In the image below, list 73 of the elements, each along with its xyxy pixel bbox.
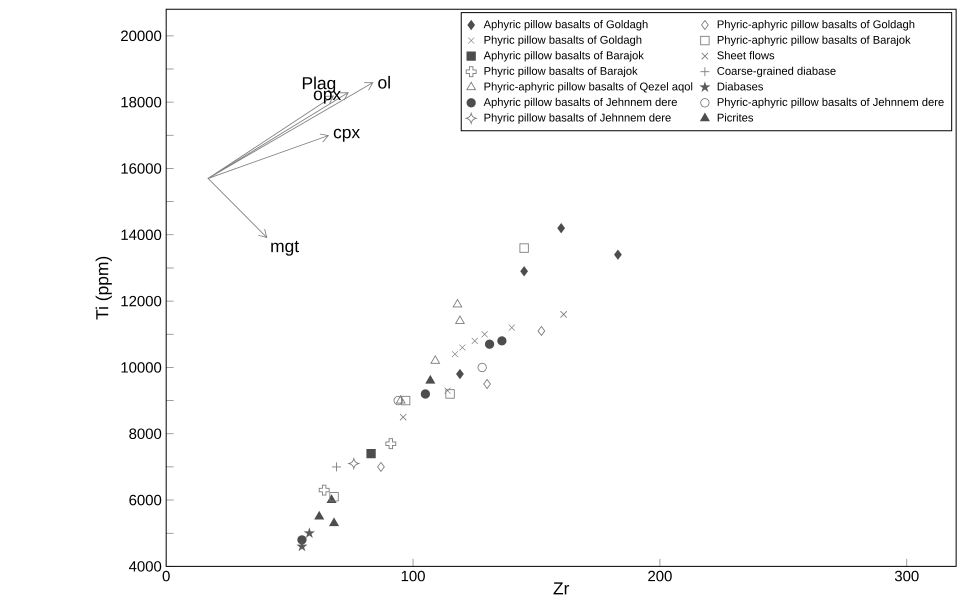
x-tick-label: 300 <box>894 570 919 582</box>
annotation: Plag <box>302 76 336 93</box>
point <box>459 344 466 351</box>
point <box>520 266 528 276</box>
point <box>452 298 462 308</box>
point <box>430 355 440 364</box>
legend-label: Aphyric pillow basalts of Jehnnem dere <box>484 98 677 108</box>
point <box>385 438 396 450</box>
point <box>560 310 568 318</box>
annotation: opx <box>314 90 341 104</box>
point <box>444 387 451 394</box>
annotation: ol <box>378 76 390 89</box>
point <box>314 511 324 520</box>
point <box>557 223 565 233</box>
point <box>304 528 314 538</box>
point <box>483 379 491 389</box>
y-tick-label: 18000 <box>121 96 162 108</box>
annotation: mgt <box>271 240 299 256</box>
y-tick-label: 8000 <box>129 428 162 439</box>
legend-label: Aphyric pillow basalts of Barajok <box>484 51 644 62</box>
point <box>297 541 307 550</box>
point <box>420 389 430 399</box>
point <box>377 462 385 472</box>
point <box>394 396 403 406</box>
legend-label: Phyric pillow basalts of Barajok <box>484 66 638 78</box>
x-tick-label: 0 <box>162 570 170 582</box>
y-tick-label: 16000 <box>121 163 162 174</box>
y-tick-label: 12000 <box>121 296 162 306</box>
y-axis-title: Ti (ppm) <box>96 256 112 320</box>
legend-label: Phyric pillow basalts of Goldagh <box>484 36 642 46</box>
point <box>400 396 410 406</box>
x-axis-title: Zr <box>553 582 570 594</box>
point <box>484 339 494 349</box>
point <box>497 336 507 346</box>
point <box>478 362 487 372</box>
legend-label: Sheet flows <box>717 51 774 60</box>
y-tick-label: 10000 <box>121 362 162 373</box>
point <box>332 462 342 472</box>
point <box>400 413 407 421</box>
y-tick-label: 20000 <box>121 30 162 42</box>
point <box>445 389 455 399</box>
point <box>329 518 339 526</box>
point <box>452 350 458 358</box>
y-tick-label: 14000 <box>121 229 162 240</box>
legend-label: Picrites <box>718 113 754 122</box>
y-tick-label: 4000 <box>128 561 162 572</box>
legend-label: Phyric-aphyric pillow basalts of Barajok <box>718 36 911 46</box>
legend-label: Phyric-aphyric pillow basalts of Qezel aqol <box>484 82 692 93</box>
point <box>396 395 406 404</box>
x-tick-label: 100 <box>402 570 425 582</box>
legend-label: Phyric-aphyric pillow basalts of Goldagh <box>718 20 914 30</box>
legend-label: Coarse-grained diabase <box>717 66 836 78</box>
point <box>455 316 465 324</box>
point <box>456 369 464 379</box>
annotation: cpx <box>334 128 360 142</box>
point <box>614 250 622 260</box>
point <box>348 458 360 469</box>
legend-label: Phyric pillow basalts of Jehnnem dere <box>484 113 671 124</box>
legend-label: Phyric-aphyric pillow basalts of Jehnnem dere <box>718 98 944 108</box>
point <box>481 330 488 338</box>
point <box>318 484 330 496</box>
x-tick-label: 200 <box>648 570 672 582</box>
y-tick-label: 6000 <box>129 494 162 506</box>
legend-label: Aphyric pillow basalts of Goldagh <box>484 20 648 30</box>
point <box>329 492 339 502</box>
point <box>508 324 516 331</box>
point <box>538 326 546 336</box>
point <box>426 375 436 384</box>
point <box>366 448 376 458</box>
legend-label: Diabases <box>718 82 764 90</box>
point <box>471 338 478 344</box>
point <box>297 535 307 544</box>
point <box>519 243 529 253</box>
